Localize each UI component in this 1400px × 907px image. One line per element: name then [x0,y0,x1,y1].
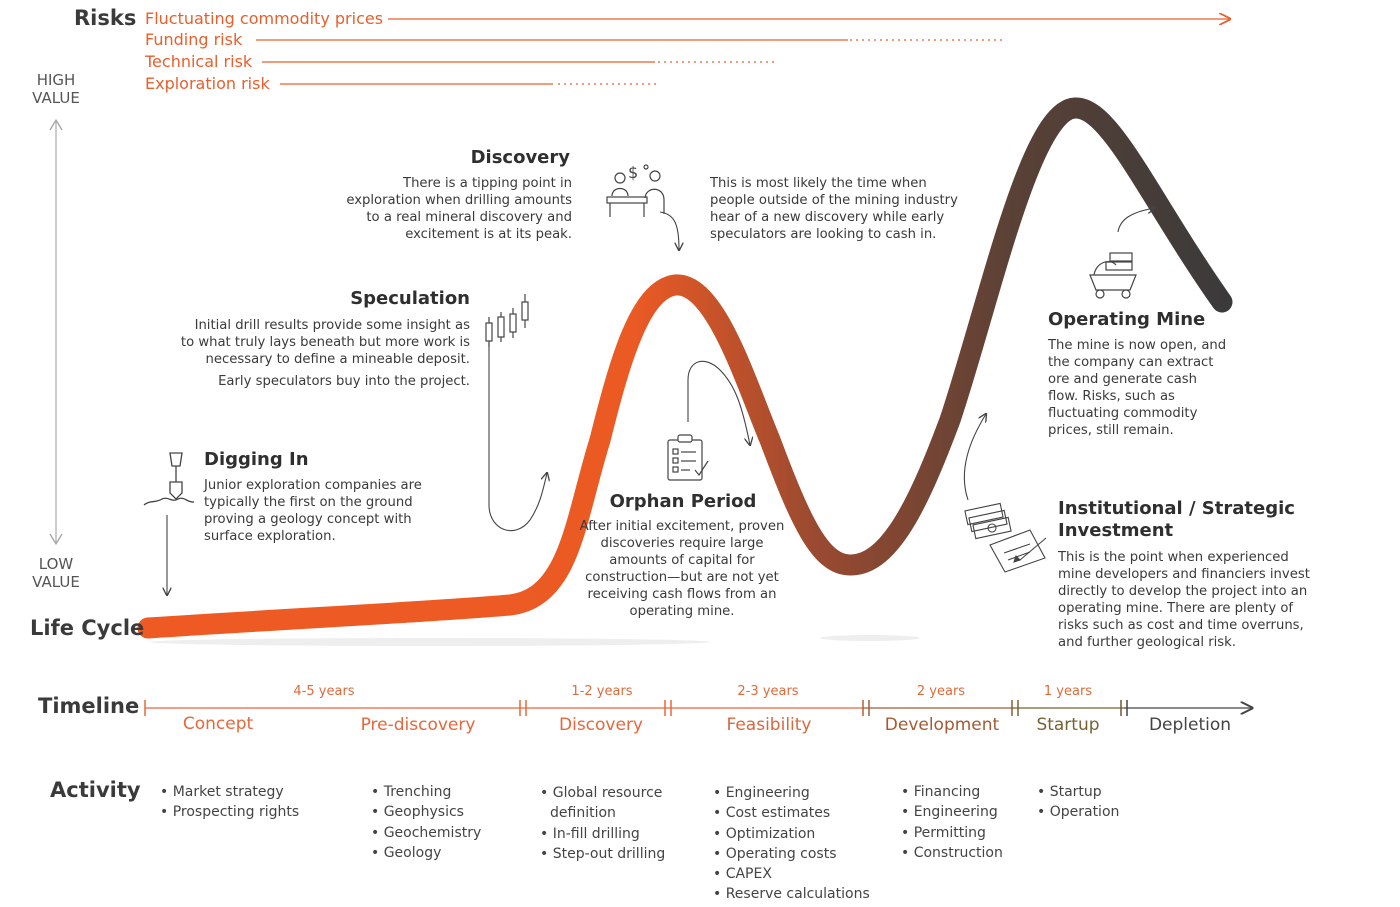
activity-item: • Prospecting rights [160,804,300,821]
years-label: 2-3 years [737,684,799,699]
activity-item: • Geochemistry [371,824,482,841]
life-cycle-label: Life Cycle [30,616,145,640]
speculation-text: Initial drill results provide some insig… [180,318,470,367]
phase-feasibility: Feasibility [726,715,812,735]
activity-item: • Startup [1037,784,1102,800]
operating-mine-text: The mine is now open, and the company ca… [1048,338,1227,438]
risk-funding-label: Funding risk [145,30,243,49]
activity-item: • Reserve calculations [713,886,870,903]
high-value-label: HIGH VALUE [32,71,80,107]
digging-in-title: Digging In [204,449,309,470]
operating-leader [1117,208,1155,233]
speculation-title: Speculation [350,288,470,309]
activity-item: • Geology [371,844,442,861]
orphan-period-title: Orphan Period [609,491,757,512]
discovery-text: There is a tipping point in exploration … [346,176,572,242]
money-contract-icon [964,502,1047,573]
value-axis [49,118,63,546]
orphan-period-text: After initial excitement, proven discove… [579,519,785,619]
activity-item: • Cost estimates [713,805,831,822]
activity-item: • Market strategy [160,784,284,800]
speculation-leader [488,342,547,532]
mine-cart-icon [1089,252,1137,299]
activity-column-startup: • Startup • Operation [1037,782,1119,823]
orphan-leader [687,360,750,445]
discovery-title: Discovery [470,147,570,168]
operating-mine-title: Operating Mine [1048,309,1206,330]
activity-item: • Engineering [713,785,810,801]
activity-item: • Optimization [713,825,816,842]
activity-column-discovery: • Global resource definition • In-fill dri… [540,783,665,864]
risk-exploration-label: Exploration risk [145,74,270,93]
years-label: 2 years [916,684,966,699]
phase-startup: Startup [1036,715,1100,735]
activity-column-feasibility: • Engineering • Cost estimates • Optimizat… [713,783,870,905]
svg-text:$: $ [628,163,638,182]
activity-item: • Construction [901,844,1003,861]
institutional-leader [963,414,986,501]
institutional-text: This is the point when experienced mine … [1058,550,1310,650]
activity-item: • Permitting [901,824,986,841]
curve-shadow [150,638,710,646]
candlestick-chart-icon [485,294,529,347]
activity-item: • In-fill drilling [540,825,640,842]
activity-item: • Operating costs [713,845,837,862]
discovery-side-text: This is most likely the time when people… [710,176,958,242]
activity-column-pre-discovery: • Trenching • Geophysics • Geochemistry • G… [371,782,481,863]
risk-technical-label: Technical risk [145,52,253,71]
years-label: 4-5 years [293,684,355,699]
discovery-leader [659,211,679,250]
phase-discovery: Discovery [559,715,643,735]
people-meeting-icon: $ [606,163,665,217]
activity-item: • Engineering [901,804,998,821]
phase-pre-discovery: Pre-discovery [360,715,476,735]
activity-label: Activity [50,778,141,802]
years-label: 1 years [1043,684,1093,699]
timeline-axis [144,700,1252,716]
shovel-icon [143,452,195,506]
years-label: 1-2 years [571,684,633,699]
activity-item: • Financing [901,784,981,800]
risk-lines [256,19,1230,85]
clipboard-checklist-icon [667,434,709,481]
phase-depletion: Depletion [1148,715,1232,735]
activity-item: • CAPEX [713,866,772,883]
life-cycle-curve [137,97,1233,639]
activity-item: • Geophysics [371,804,464,821]
activity-item: • Step-out drilling [540,845,666,862]
timeline-label: Timeline [38,694,140,718]
institutional-title: Institutional / Strategic Investment [1058,498,1295,541]
activity-column-concept: • Market strategy • Prospecting rights [160,782,299,823]
risk-commodity-label: Fluctuating commodity prices [145,9,384,28]
digging-in-text: Junior exploration companies are typical… [204,478,422,544]
risks-heading: Risks [74,6,137,30]
phase-development: Development [884,715,1000,735]
activity-column-development: • Financing • Engineering • Permitting • Co… [901,782,1003,863]
low-value-label: LOW VALUE [32,555,80,591]
speculation-text-2: Early speculators buy into the project. [218,374,470,389]
activity-item: • Trenching [371,784,452,800]
activity-item: • Global resource definition [540,785,663,822]
activity-item: • Operation [1037,804,1120,821]
phase-concept: Concept [182,714,254,734]
